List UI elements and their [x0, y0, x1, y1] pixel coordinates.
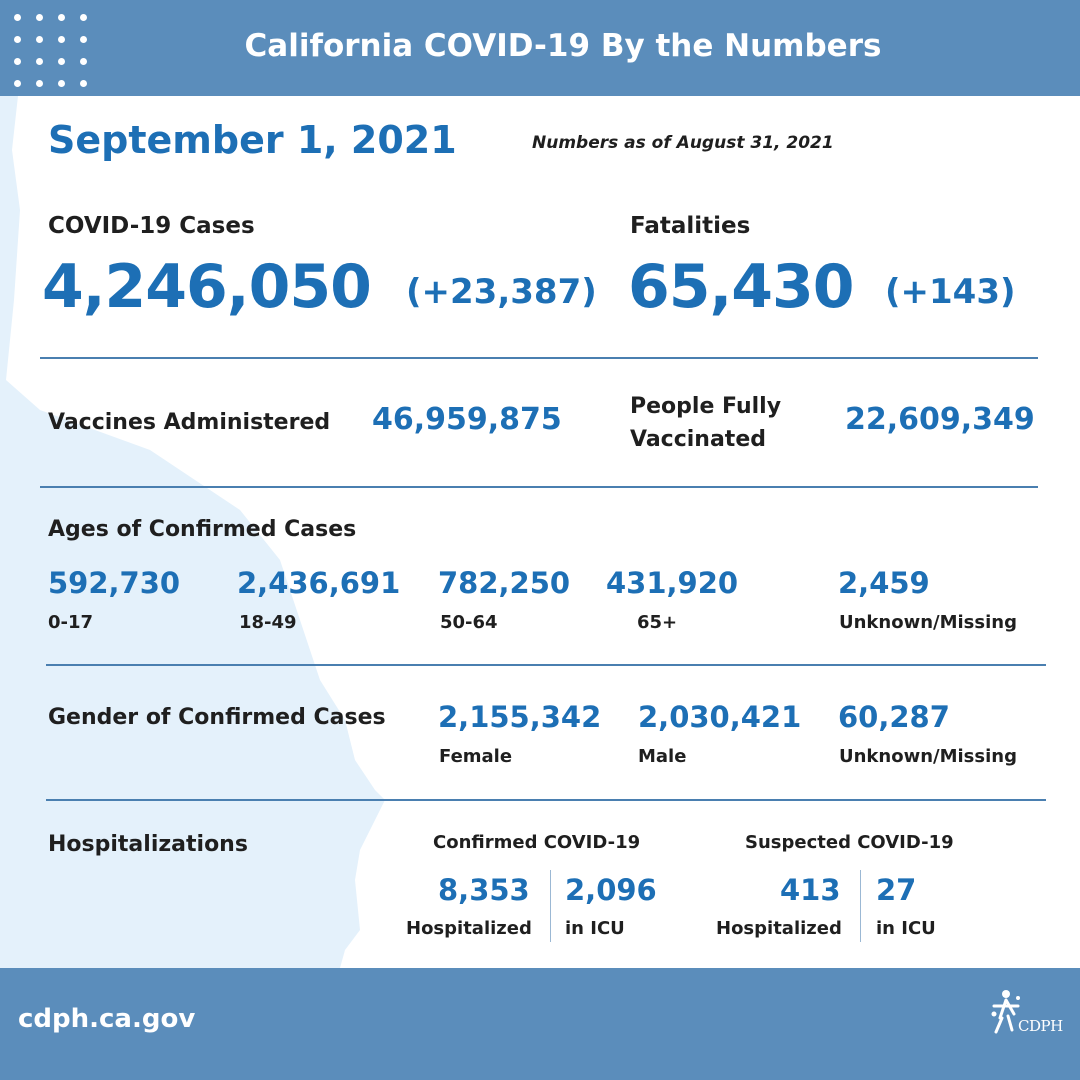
- gender-value-female: 2,155,342: [438, 700, 602, 734]
- california-map-silhouette: [0, 96, 385, 968]
- age-label-unknown: Unknown/Missing: [839, 612, 1017, 633]
- suspected-icu-value: 27: [876, 873, 917, 907]
- suspected-hospitalized-value: 413: [780, 873, 841, 907]
- age-label-65-plus: 65+: [637, 612, 678, 633]
- cdph-logo-icon: [991, 990, 1020, 1034]
- hospitalizations-label: Hospitalizations: [48, 832, 248, 857]
- age-label-0-17: 0-17: [48, 612, 94, 633]
- footer-banner: cdph.ca.gov: [0, 968, 1080, 1080]
- confirmed-heading: Confirmed COVID-19: [433, 832, 641, 853]
- confirmed-hospitalized-value: 8,353: [438, 873, 530, 907]
- divider: [40, 357, 1038, 359]
- gender-value-male: 2,030,421: [638, 700, 802, 734]
- age-value-18-49: 2,436,691: [237, 566, 401, 600]
- cases-label: COVID-19 Cases: [48, 213, 255, 239]
- gender-label: Gender of Confirmed Cases: [48, 705, 386, 730]
- age-value-unknown: 2,459: [838, 566, 930, 600]
- as-of-note: Numbers as of August 31, 2021: [532, 133, 834, 153]
- confirmed-hospitalized-label: Hospitalized: [406, 918, 532, 939]
- age-value-0-17: 592,730: [48, 566, 181, 600]
- fully-vaccinated-value: 22,609,349: [845, 402, 1035, 437]
- age-label-18-49: 18-49: [239, 612, 297, 633]
- cases-change: (+23,387): [406, 272, 597, 312]
- divider: [46, 799, 1046, 801]
- gender-value-unknown: 60,287: [838, 700, 950, 734]
- report-date: September 1, 2021: [48, 118, 457, 162]
- suspected-heading: Suspected COVID-19: [745, 832, 954, 853]
- gender-label-female: Female: [439, 746, 513, 767]
- confirmed-icu-label: in ICU: [565, 918, 625, 939]
- age-value-50-64: 782,250: [438, 566, 571, 600]
- suspected-icu-label: in ICU: [876, 918, 936, 939]
- fatalities-change: (+143): [885, 272, 1016, 312]
- footer-website-link[interactable]: cdph.ca.gov: [18, 1004, 196, 1034]
- age-label-50-64: 50-64: [440, 612, 498, 633]
- fatalities-label: Fatalities: [630, 213, 751, 239]
- column-divider: [550, 870, 551, 942]
- ages-label: Ages of Confirmed Cases: [48, 517, 357, 542]
- fatalities-total: 65,430: [628, 252, 855, 322]
- fully-vaccinated-label-line1: People Fully: [630, 394, 782, 419]
- fully-vaccinated-label-line2: Vaccinated: [630, 427, 766, 452]
- gender-label-male: Male: [638, 746, 687, 767]
- page-title: California COVID-19 By the Numbers: [244, 28, 882, 64]
- gender-label-unknown: Unknown/Missing: [839, 746, 1017, 767]
- suspected-hospitalized-label: Hospitalized: [716, 918, 842, 939]
- logo-text: CDPH: [1018, 1017, 1063, 1035]
- cases-total: 4,246,050: [42, 252, 372, 322]
- age-value-65-plus: 431,920: [606, 566, 739, 600]
- divider: [46, 664, 1046, 666]
- column-divider: [860, 870, 861, 942]
- dot-grid-icon: [6, 6, 87, 87]
- vaccines-value: 46,959,875: [372, 402, 562, 437]
- confirmed-icu-value: 2,096: [565, 873, 657, 907]
- divider: [40, 486, 1038, 488]
- header-banner: California COVID-19 By the Numbers: [0, 0, 1080, 96]
- vaccines-label: Vaccines Administered: [48, 410, 331, 435]
